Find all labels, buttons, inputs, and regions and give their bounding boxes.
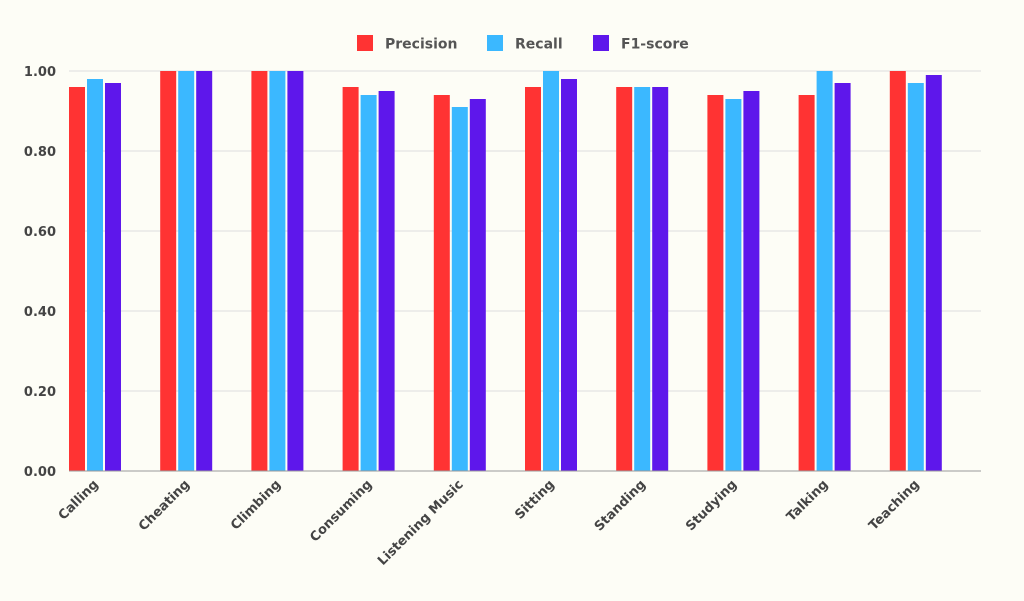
bar-precision (616, 87, 633, 471)
x-tick-label: Studying (683, 477, 740, 534)
x-tick-label: Calling (56, 477, 102, 523)
bar-f1-score (652, 87, 669, 471)
bar-f1-score (561, 79, 577, 471)
bar-recall (87, 79, 103, 471)
legend-swatch (593, 35, 609, 51)
bar-recall (816, 71, 833, 471)
legend-swatch (487, 35, 503, 51)
bar-precision (69, 87, 85, 471)
bar-recall (360, 95, 377, 471)
bar-precision (889, 71, 906, 471)
bar-precision (342, 87, 359, 471)
legend-item-precision[interactable]: Precision (357, 35, 457, 53)
y-tick-label: 0.60 (24, 225, 56, 240)
legend-item-recall[interactable]: Recall (487, 35, 563, 53)
bar-precision (798, 95, 815, 471)
legend-label: Precision (385, 37, 457, 53)
bar-precision (160, 71, 177, 471)
x-tick-label: Listening Music (375, 477, 467, 569)
bar-precision (251, 71, 268, 471)
y-axis-ticks: 0.00 0.20 0.40 0.60 0.80 1.00 (24, 65, 56, 480)
x-tick-label: Teaching (866, 477, 922, 533)
bar-f1-score (925, 75, 942, 471)
x-axis-ticks: Calling Cheating Climbing Consuming Listenin… (56, 477, 923, 569)
y-tick-label: 0.40 (24, 305, 56, 320)
bar-precision (525, 87, 541, 471)
legend-label: F1-score (621, 37, 689, 53)
bar-recall (451, 107, 468, 471)
y-tick-label: 0.20 (24, 385, 56, 400)
bar-precision (433, 95, 450, 471)
bar-recall (907, 83, 924, 471)
bar-precision (707, 95, 724, 471)
x-tick-label: Talking (784, 477, 831, 524)
y-tick-label: 0.00 (24, 465, 56, 480)
bar-f1-score (743, 91, 760, 471)
bar-recall (178, 71, 195, 471)
y-tick-label: 0.80 (24, 145, 56, 160)
bar-recall (634, 87, 651, 471)
x-tick-label: Climbing (228, 477, 284, 533)
bar-f1-score (469, 99, 486, 471)
bar-f1-score (287, 71, 304, 471)
y-tick-label: 1.00 (24, 65, 56, 80)
bars (69, 71, 942, 471)
legend-label: Recall (515, 37, 563, 53)
bar-f1-score (834, 83, 851, 471)
x-tick-label: Consuming (307, 477, 375, 545)
x-tick-label: Sitting (512, 477, 557, 522)
legend[interactable]: Precision Recall F1-score (357, 35, 689, 53)
bar-recall (543, 71, 559, 471)
bar-f1-score (105, 83, 121, 471)
legend-swatch (357, 35, 373, 51)
legend-item-f1-score[interactable]: F1-score (593, 35, 689, 53)
bar-recall (725, 99, 742, 471)
bar-f1-score (196, 71, 213, 471)
bar-f1-score (378, 91, 395, 471)
x-tick-label: Cheating (136, 477, 193, 534)
bar-recall (269, 71, 286, 471)
x-tick-label: Standing (592, 477, 649, 534)
